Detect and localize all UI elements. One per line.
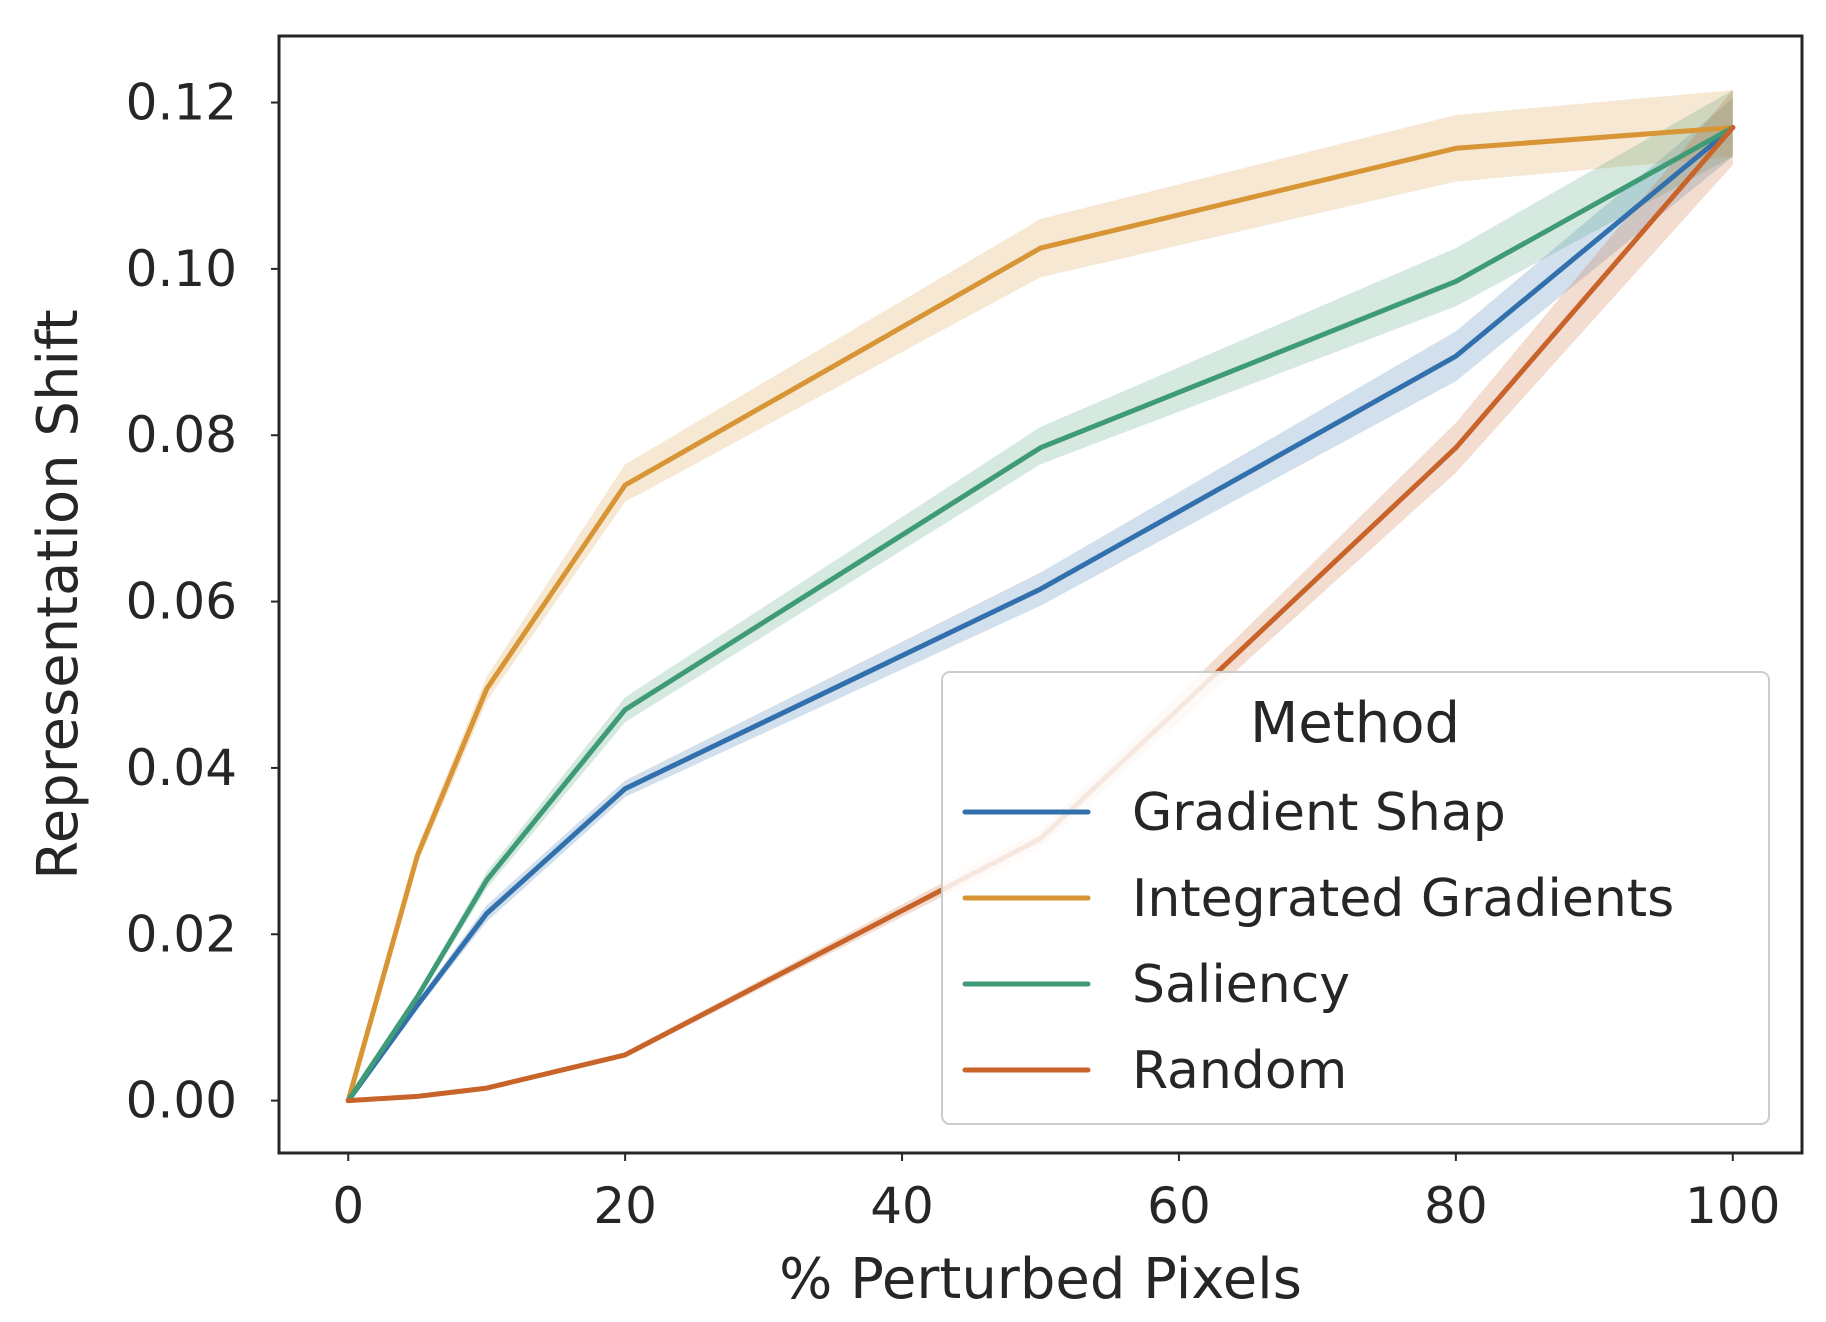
band-saliency — [348, 90, 1733, 1101]
series-lines — [345, 125, 1736, 1104]
y-axis-ticks: 0.00 0.02 0.04 0.06 0.08 0.10 0.12 — [126, 74, 279, 1130]
x-tick-label: 80 — [1424, 1177, 1488, 1235]
x-tick-label: 100 — [1685, 1177, 1780, 1235]
x-tick-label: 0 — [332, 1177, 364, 1235]
x-tick-label: 60 — [1147, 1177, 1211, 1235]
band-gradient-shap — [348, 98, 1733, 1101]
legend-label-random: Random — [1132, 1041, 1347, 1101]
legend-label-saliency: Saliency — [1132, 955, 1350, 1015]
series-line-saliency — [345, 125, 1736, 1104]
plot-frame — [277, 34, 1804, 1155]
legend-title: Method — [1250, 691, 1460, 756]
y-tick-label: 0.00 — [126, 1072, 237, 1130]
legend-label-integrated-gradients: Integrated Gradients — [1132, 869, 1674, 929]
confidence-bands — [348, 90, 1733, 1101]
series-line-gradient-shap — [345, 125, 1736, 1104]
legend-box — [941, 671, 1770, 1125]
x-tick-label: 20 — [593, 1177, 657, 1235]
legend-items: Gradient Shap Integrated Gradients Salienc… — [962, 783, 1674, 1101]
series-line-integrated-gradients — [345, 125, 1736, 1104]
legend-label-gradient-shap: Gradient Shap — [1132, 783, 1506, 843]
y-axis-label: Representation Shift — [26, 309, 91, 879]
series-line-random — [345, 125, 1736, 1104]
y-tick-label: 0.06 — [126, 573, 237, 631]
y-tick-label: 0.08 — [126, 406, 237, 464]
y-tick-label: 0.04 — [126, 739, 237, 797]
x-axis-ticks: 0 20 40 60 80 100 — [332, 1153, 1780, 1235]
x-axis-label: % Perturbed Pixels — [779, 1247, 1302, 1312]
y-tick-label: 0.02 — [126, 905, 237, 963]
y-tick-label: 0.12 — [126, 74, 237, 132]
y-tick-label: 0.10 — [126, 240, 237, 298]
x-tick-label: 40 — [870, 1177, 934, 1235]
legend: Method Gradient Shap Integrated Gradients… — [941, 671, 1770, 1125]
